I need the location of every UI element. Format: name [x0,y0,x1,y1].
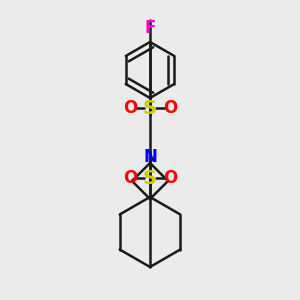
Text: O: O [123,169,137,187]
Text: N: N [143,148,157,166]
Text: O: O [123,99,137,117]
Text: S: S [143,169,157,188]
Text: S: S [143,98,157,118]
Text: O: O [163,99,177,117]
Text: O: O [163,169,177,187]
Text: F: F [144,19,156,37]
